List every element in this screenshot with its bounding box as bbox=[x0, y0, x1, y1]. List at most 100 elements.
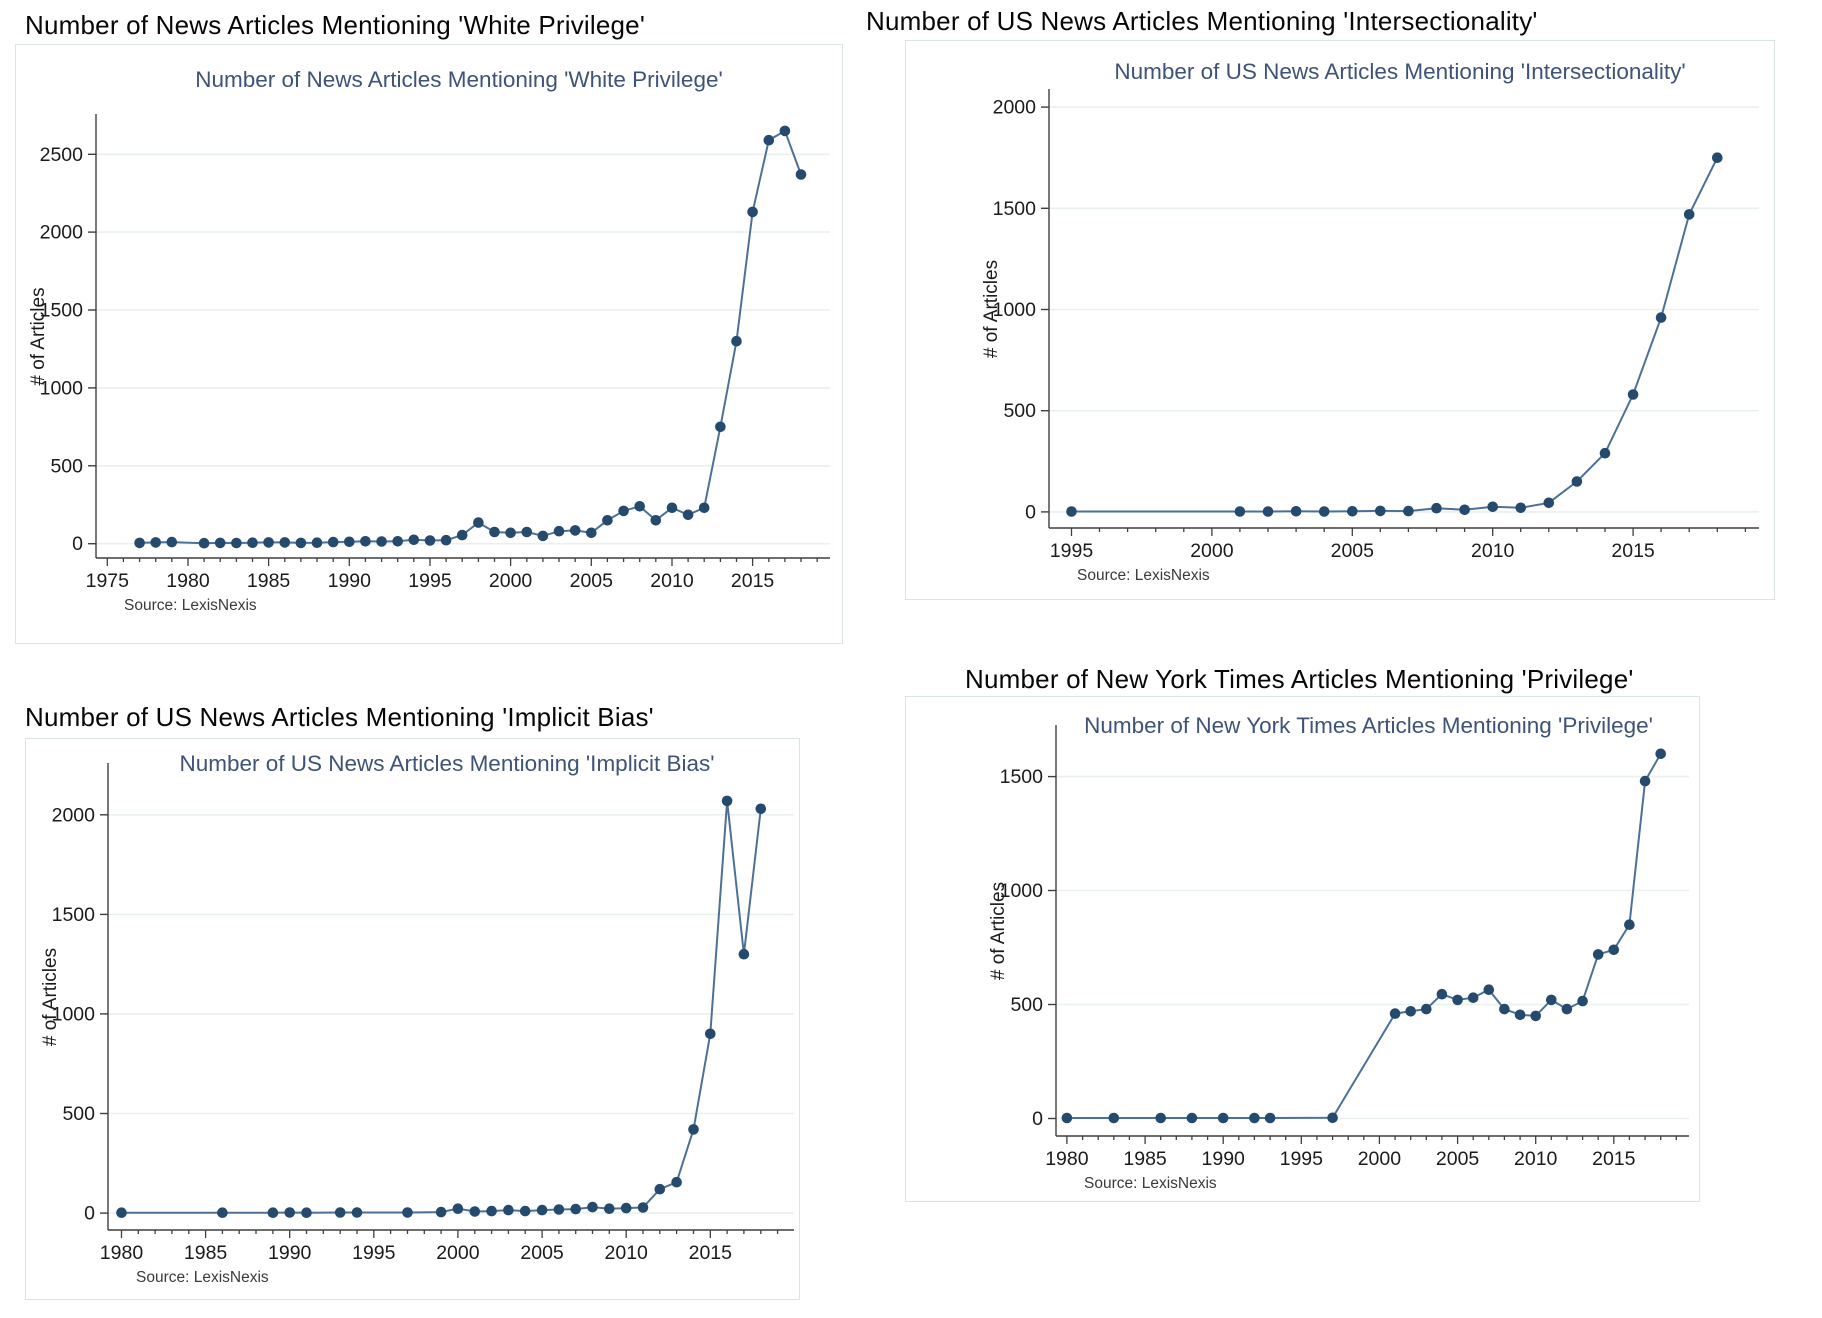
data-point bbox=[1577, 995, 1588, 1007]
series-line bbox=[1071, 157, 1719, 513]
data-point bbox=[602, 515, 613, 526]
data-point bbox=[1066, 506, 1077, 517]
data-point bbox=[763, 134, 775, 146]
chart-figure-nyt-privilege: 0 500 1000 1500 1980 1985 1990 1995 2000 2005 2010… bbox=[905, 696, 1700, 1202]
x-tick-label: 2000 bbox=[1358, 1148, 1402, 1170]
y-tick-label: 1500 bbox=[1000, 766, 1044, 788]
data-point bbox=[715, 421, 726, 433]
data-point bbox=[671, 1176, 682, 1188]
data-point bbox=[747, 206, 758, 218]
data-point bbox=[1249, 1112, 1260, 1124]
y-axis-label: # of Articles bbox=[40, 948, 61, 1046]
data-point bbox=[537, 530, 549, 542]
x-tick-label: 2005 bbox=[1331, 540, 1375, 562]
chart-figure-intersectionality: 0 500 1000 1500 2000 1995 2000 2005 2010 2015 Numb… bbox=[905, 40, 1775, 600]
data-point bbox=[214, 537, 226, 549]
source-note: Source: LexisNexis bbox=[1077, 567, 1210, 584]
y-tick-label: 1500 bbox=[40, 300, 84, 322]
x-tick-label: 1985 bbox=[1123, 1148, 1167, 1170]
data-point bbox=[247, 537, 258, 548]
data-point bbox=[1403, 505, 1414, 517]
data-point bbox=[1186, 1112, 1198, 1124]
data-point bbox=[1627, 389, 1639, 400]
data-point bbox=[1546, 994, 1557, 1006]
y-tick-label: 1000 bbox=[1000, 880, 1044, 902]
x-tick-label: 2000 bbox=[1190, 540, 1234, 562]
data-point bbox=[604, 1203, 615, 1214]
series-line bbox=[1066, 753, 1662, 1119]
data-point bbox=[1108, 1112, 1120, 1124]
x-tick-label: 2010 bbox=[605, 1242, 649, 1264]
data-point bbox=[553, 1204, 565, 1215]
chart-outer-title-implicit-bias: Number of US News Articles Mentioning 'I… bbox=[25, 702, 654, 732]
x-tick-label: 2005 bbox=[520, 1242, 564, 1264]
data-point bbox=[1499, 1003, 1510, 1015]
data-point bbox=[1712, 152, 1723, 163]
y-tick-label: 2000 bbox=[40, 222, 84, 244]
data-point bbox=[489, 526, 500, 538]
data-point bbox=[1608, 944, 1620, 956]
y-tick-label: 500 bbox=[1010, 994, 1043, 1016]
data-point bbox=[1683, 209, 1695, 220]
x-tick-label: 1990 bbox=[268, 1242, 312, 1264]
data-point bbox=[116, 1207, 127, 1218]
data-point bbox=[1290, 506, 1302, 517]
source-note: Source: LexisNexis bbox=[1084, 1175, 1217, 1192]
data-point bbox=[586, 527, 597, 539]
data-point bbox=[198, 537, 210, 549]
inner-title: Number of New York Times Articles Mentio… bbox=[1084, 713, 1653, 738]
series-line bbox=[139, 129, 802, 545]
x-tick-label: 2000 bbox=[489, 570, 533, 592]
chart-figure-implicit-bias: 0 500 1000 1500 2000 1980 1985 1990 1995 2000 2005… bbox=[25, 738, 800, 1300]
data-point bbox=[1467, 992, 1479, 1003]
data-point bbox=[620, 1202, 632, 1214]
data-point bbox=[666, 502, 678, 514]
y-tick-label: 2000 bbox=[52, 804, 96, 826]
y-tick-label: 0 bbox=[84, 1203, 95, 1225]
data-point bbox=[1327, 1112, 1338, 1124]
y-tick-label: 0 bbox=[1032, 1108, 1043, 1130]
line-chart: 0 500 1000 1500 2000 1980 1985 1990 1995 2000 2005… bbox=[40, 751, 794, 1286]
data-point bbox=[637, 1202, 649, 1213]
y-tick-label: 2000 bbox=[993, 97, 1037, 119]
data-point bbox=[440, 534, 452, 546]
data-points bbox=[134, 125, 807, 549]
data-point bbox=[536, 1204, 548, 1216]
line-chart: 0 500 1000 1500 2000 2500 1975 1980 1985 1990 1995… bbox=[28, 67, 830, 614]
data-point bbox=[334, 1207, 346, 1218]
data-point bbox=[1459, 504, 1470, 516]
data-point bbox=[1431, 502, 1442, 514]
data-point bbox=[705, 1028, 716, 1040]
data-point bbox=[1571, 476, 1583, 487]
data-point bbox=[376, 536, 387, 547]
data-point bbox=[1655, 312, 1667, 323]
data-point bbox=[279, 537, 291, 548]
y-tick-label: 1000 bbox=[993, 299, 1037, 321]
data-point bbox=[1483, 984, 1495, 995]
data-point bbox=[1234, 506, 1246, 517]
data-point bbox=[1405, 1006, 1416, 1017]
chart-outer-title-intersectionality: Number of US News Articles Mentioning 'I… bbox=[866, 6, 1538, 36]
x-tick-label: 1995 bbox=[1280, 1148, 1324, 1170]
data-point bbox=[618, 505, 629, 517]
data-point bbox=[424, 535, 436, 546]
data-point bbox=[503, 1204, 514, 1216]
data-point bbox=[682, 509, 694, 521]
x-tick-label: 1995 bbox=[408, 570, 452, 592]
x-tick-label: 2015 bbox=[1592, 1148, 1636, 1170]
data-point bbox=[311, 537, 323, 548]
x-tick-label: 1990 bbox=[328, 570, 372, 592]
data-point bbox=[295, 537, 307, 549]
line-chart: 0 500 1000 1500 1980 1985 1990 1995 2000 2005 2010… bbox=[988, 713, 1689, 1192]
y-tick-label: 500 bbox=[1003, 400, 1036, 422]
data-point bbox=[408, 534, 420, 546]
data-point bbox=[217, 1207, 228, 1218]
data-point bbox=[327, 536, 339, 548]
x-tick-label: 2000 bbox=[436, 1242, 480, 1264]
x-tick-label: 2005 bbox=[1436, 1148, 1480, 1170]
data-point bbox=[1318, 506, 1330, 517]
data-point bbox=[505, 527, 516, 539]
data-point bbox=[1436, 988, 1448, 1000]
x-tick-label: 2015 bbox=[1611, 540, 1655, 562]
data-point bbox=[587, 1201, 598, 1213]
